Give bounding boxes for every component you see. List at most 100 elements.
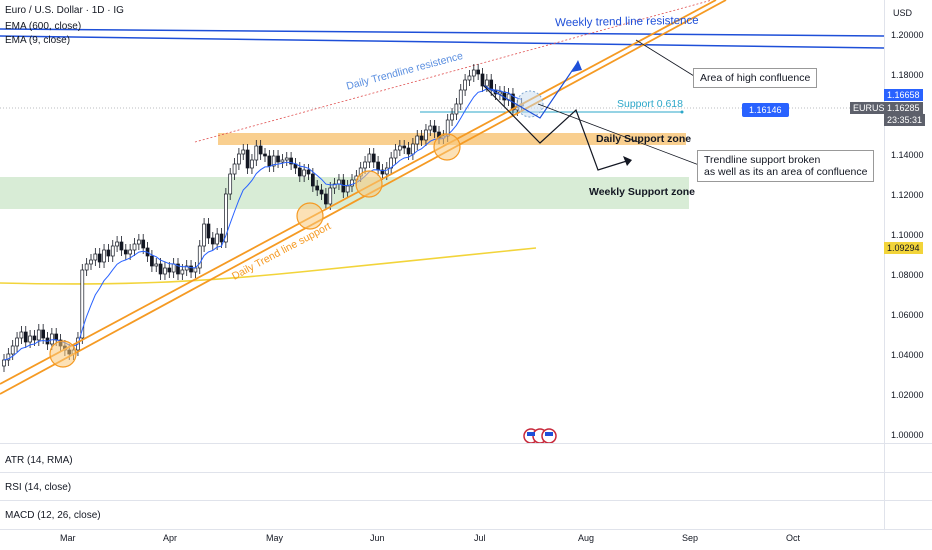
candle-body: [97, 253, 102, 263]
candle-body: [480, 73, 485, 87]
pane-divider-macd[interactable]: [0, 500, 932, 501]
candle-body: [350, 179, 354, 187]
candle-body: [302, 169, 306, 177]
daily-trendline-support-1: [0, 0, 717, 385]
support-price-badge: 1.16146: [742, 103, 789, 117]
callout-line-broken: [537, 103, 700, 166]
time-tick: Jul: [474, 533, 486, 543]
candle-body: [123, 249, 128, 255]
candle-body: [406, 147, 411, 155]
candle-body: [110, 245, 115, 257]
candle-body: [193, 267, 198, 273]
candle-body: [228, 173, 233, 195]
candle-body: [167, 267, 172, 273]
candle-body: [180, 269, 185, 275]
ema600-legend[interactable]: EMA (600, close): [5, 21, 82, 32]
candle-body: [84, 263, 89, 271]
candle-body: [371, 153, 376, 163]
atr-legend[interactable]: ATR (14, RMA): [5, 455, 73, 466]
candle-body: [271, 155, 276, 167]
candle-body: [150, 255, 154, 267]
price-tick: 1.04000: [891, 350, 924, 360]
pane-divider-atr[interactable]: [0, 443, 932, 444]
time-tick: Jun: [370, 533, 385, 543]
note-trendline-broken[interactable]: Trendline support broken as well as its …: [697, 150, 875, 182]
candle-body: [306, 169, 311, 175]
candle-body: [215, 233, 219, 245]
support-618-anchor: [680, 110, 684, 114]
candle-body: [202, 223, 206, 247]
currency-label[interactable]: USD: [893, 8, 913, 18]
symbol-title[interactable]: Euro / U.S. Dollar · 1D · IG: [5, 5, 124, 16]
candle-body: [284, 157, 289, 161]
last-price-badge: 1.16285: [884, 102, 923, 114]
time-tick: May: [266, 533, 284, 543]
candle-body: [54, 333, 59, 341]
note-trendline-broken-line2: as well as its an area of confluence: [704, 166, 868, 178]
candle-body: [332, 183, 337, 189]
candle-body: [498, 91, 502, 95]
candle-body: [380, 169, 385, 175]
projection-down-arrowhead: [623, 156, 632, 166]
projection-down: [482, 84, 631, 171]
candle-body: [250, 159, 254, 169]
economic-event-flags-icon[interactable]: [523, 428, 557, 444]
projection-up: [482, 61, 579, 119]
macd-legend[interactable]: MACD (12, 26, close): [5, 510, 101, 521]
candle-body: [245, 149, 250, 169]
note-high-confluence[interactable]: Area of high confluence: [693, 68, 818, 88]
candle-body: [137, 239, 141, 245]
touch-circle-4: [433, 133, 461, 161]
candle-body: [254, 145, 259, 161]
pane-divider-rsi[interactable]: [0, 472, 932, 473]
candle-body: [319, 189, 324, 195]
candle-body: [363, 161, 367, 169]
candle-body: [154, 263, 159, 267]
time-tick: Oct: [786, 533, 801, 543]
candle-body: [458, 89, 463, 105]
candles: [2, 64, 524, 372]
candle-body: [424, 129, 428, 141]
candle-body: [106, 249, 111, 257]
candle-body: [393, 149, 398, 159]
candle-body: [6, 353, 11, 361]
ema9-legend[interactable]: EMA (9, close): [5, 35, 71, 46]
candle-body: [119, 241, 124, 251]
candle-body: [324, 193, 328, 205]
candle-body: [267, 155, 272, 167]
candle-body: [141, 239, 146, 249]
time-tick: Apr: [163, 533, 178, 543]
candle-body: [23, 331, 28, 343]
price-tick: 1.08000: [891, 270, 924, 280]
candle-body: [32, 335, 37, 341]
candle-body: [224, 193, 228, 243]
candle-body: [311, 173, 315, 187]
ema600-price-badge: 1.09294: [884, 242, 923, 254]
rsi-legend[interactable]: RSI (14, close): [5, 482, 72, 493]
candle-body: [398, 145, 402, 151]
time-tick: Sep: [682, 533, 699, 543]
candle-body: [15, 337, 19, 347]
candle-body: [184, 265, 189, 271]
candle-body: [206, 223, 211, 239]
candle-body: [36, 329, 41, 341]
candle-body: [428, 125, 433, 131]
candle-body: [419, 135, 424, 141]
price-scale[interactable]: [884, 0, 932, 530]
candle-body: [158, 263, 163, 275]
candle-body: [450, 113, 454, 121]
candle-body: [89, 259, 93, 265]
ema9-line: [3, 88, 522, 361]
candle-body: [19, 331, 24, 339]
candle-body: [80, 269, 85, 339]
candle-body: [341, 179, 346, 193]
note-trendline-broken-line1: Trendline support broken: [704, 154, 821, 166]
price-tick: 1.14000: [891, 150, 924, 160]
candle-body: [210, 237, 215, 245]
touch-circle-3: [355, 170, 383, 198]
candle-body: [258, 145, 263, 155]
candle-body: [297, 167, 302, 177]
candle-body: [28, 335, 32, 343]
daily-support-zone-label: Daily Support zone: [596, 133, 692, 145]
